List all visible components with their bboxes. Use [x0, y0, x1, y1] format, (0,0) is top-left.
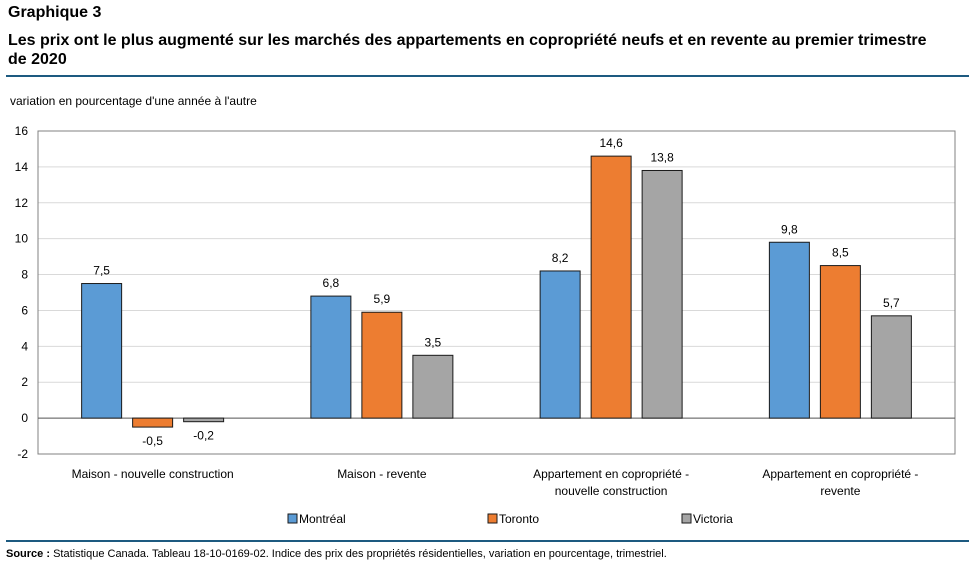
- bar: [641, 169, 683, 419]
- bar: [183, 417, 225, 423]
- data-label: 8,2: [552, 251, 569, 265]
- legend-swatch: [487, 513, 498, 524]
- bar: [81, 283, 123, 419]
- x-tick-label: revente: [820, 484, 860, 498]
- y-tick-label: 4: [21, 339, 28, 353]
- source-label: Source :: [6, 548, 51, 560]
- bar: [768, 241, 810, 419]
- data-label: -0,2: [193, 429, 214, 443]
- data-label: 9,8: [781, 222, 798, 236]
- bar: [412, 354, 454, 419]
- bar: [132, 417, 174, 428]
- data-label: 5,7: [883, 296, 900, 310]
- source-divider: [6, 540, 969, 542]
- y-tick-label: 14: [15, 160, 29, 174]
- y-tick-label: -2: [17, 447, 28, 461]
- legend-swatch: [287, 513, 298, 524]
- y-tick-label: 6: [21, 303, 28, 317]
- bar: [819, 265, 861, 419]
- bar: [539, 270, 581, 419]
- legend-label: Toronto: [499, 512, 539, 526]
- plot-frame: [37, 130, 956, 455]
- y-tick-label: 16: [15, 124, 29, 138]
- x-tick-label: Appartement en copropriété -: [762, 467, 918, 481]
- y-tick-label: 10: [15, 232, 29, 246]
- x-tick-label: Appartement en copropriété -: [533, 467, 689, 481]
- data-label: 13,8: [650, 150, 674, 164]
- data-label: 6,8: [323, 276, 340, 290]
- legend-label: Montréal: [299, 512, 346, 526]
- bar: [310, 295, 352, 419]
- x-tick-label: Maison - revente: [337, 467, 427, 481]
- legend-swatch: [681, 513, 692, 524]
- bar: [590, 155, 632, 419]
- data-label: 3,5: [425, 335, 442, 349]
- graph-number-label: Graphique 3: [8, 4, 102, 21]
- title-divider: [6, 75, 969, 77]
- chart-title: Les prix ont le plus augmenté sur les ma…: [8, 32, 927, 68]
- bar-chart: -2 0 2 4 6 8 10 12 14 16 7,5 -0,5 -0,2 Maison - nouve…: [15, 124, 956, 526]
- data-label: 8,5: [832, 246, 849, 260]
- data-label: -0,5: [142, 434, 163, 448]
- legend-label: Victoria: [693, 512, 733, 526]
- y-axis-label: variation en pourcentage d'une année à l…: [10, 94, 257, 108]
- bar: [870, 315, 912, 419]
- y-tick-label: 12: [15, 196, 29, 210]
- data-label: 7,5: [93, 264, 110, 278]
- x-tick-label: Maison - nouvelle construction: [72, 467, 234, 481]
- bar: [361, 311, 403, 419]
- source-note: Source : Statistique Canada. Tableau 18-…: [6, 548, 667, 560]
- y-tick-label: 8: [21, 268, 28, 282]
- source-text: Statistique Canada. Tableau 18-10-0169-0…: [53, 548, 667, 560]
- data-label: 14,6: [599, 136, 623, 150]
- y-tick-label: 0: [21, 411, 28, 425]
- data-label: 5,9: [374, 292, 391, 306]
- x-tick-label: nouvelle construction: [555, 484, 668, 498]
- y-tick-label: 2: [21, 375, 28, 389]
